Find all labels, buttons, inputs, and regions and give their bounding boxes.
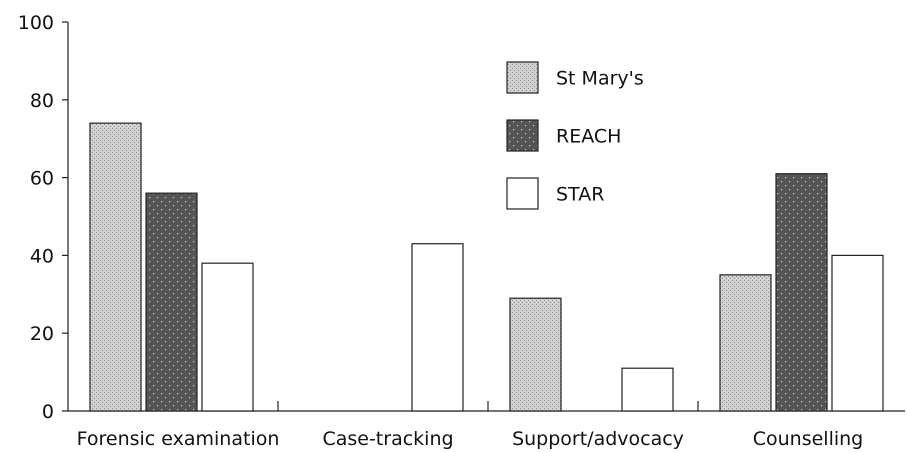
bar-star-2 (621, 367, 674, 412)
bar-star-0 (201, 262, 254, 412)
y-tick-label: 80 (30, 90, 54, 112)
y-tick-label: 0 (42, 401, 54, 423)
legend-swatch (506, 177, 539, 210)
bar-st-mary-s-2 (509, 297, 562, 412)
legend: St Mary's REACH STAR (506, 61, 644, 210)
bar-star-1 (411, 243, 464, 412)
bar-st-mary-s-0 (89, 122, 142, 412)
legend-label: REACH (556, 126, 621, 148)
bar-star-3 (831, 254, 884, 412)
bar-reach-3 (775, 173, 828, 412)
x-category-label: Case-tracking (322, 428, 453, 450)
labels: 0 20 40 60 80 100 Forensic examination Case-tra… (18, 12, 864, 450)
x-category-label: Forensic examination (77, 428, 280, 450)
legend-swatch (506, 61, 539, 94)
legend-label: STAR (556, 184, 604, 206)
x-category-label: Support/advocacy (512, 428, 684, 450)
y-tick-label: 40 (30, 245, 54, 267)
bar-reach-0 (145, 192, 198, 412)
x-category-label: Counselling (753, 428, 864, 450)
y-tick-label: 60 (30, 168, 54, 190)
bar-st-mary-s-3 (719, 274, 772, 412)
legend-swatch (506, 119, 539, 152)
y-tick-label: 100 (18, 12, 54, 34)
legend-label: St Mary's (556, 68, 644, 90)
y-tick-label: 20 (30, 323, 54, 345)
bars (89, 122, 884, 412)
